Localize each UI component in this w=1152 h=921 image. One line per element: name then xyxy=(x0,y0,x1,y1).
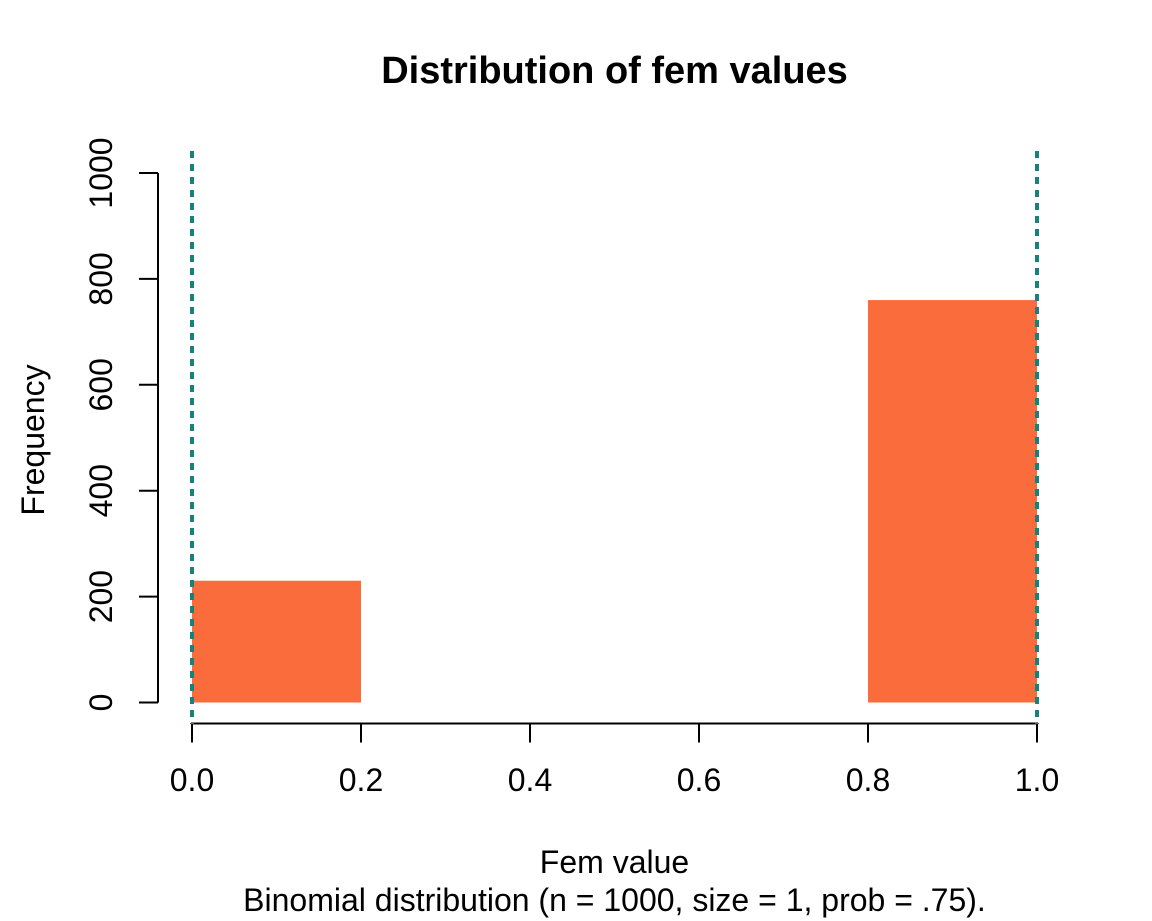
x-tick-label: 0.4 xyxy=(508,762,552,798)
chart-subtitle: Binomial distribution (n = 1000, size = … xyxy=(243,882,986,918)
y-tick-label: 600 xyxy=(83,358,119,411)
y-tick-label: 200 xyxy=(83,570,119,623)
y-tick-label: 0 xyxy=(83,694,119,712)
x-axis-title: Fem value xyxy=(539,844,690,880)
y-tick-label: 400 xyxy=(83,464,119,517)
histogram-bar xyxy=(868,300,1037,703)
y-tick-label: 800 xyxy=(83,252,119,305)
x-tick-label: 0.2 xyxy=(339,762,383,798)
chart-title: Distribution of fem values xyxy=(381,50,848,92)
y-tick-label: 1000 xyxy=(83,137,119,208)
x-tick-label: 1.0 xyxy=(1015,762,1059,798)
histogram-bar xyxy=(192,580,361,703)
x-tick-label: 0.0 xyxy=(170,762,214,798)
x-tick-label: 0.6 xyxy=(677,762,721,798)
x-tick-label: 0.8 xyxy=(846,762,890,798)
